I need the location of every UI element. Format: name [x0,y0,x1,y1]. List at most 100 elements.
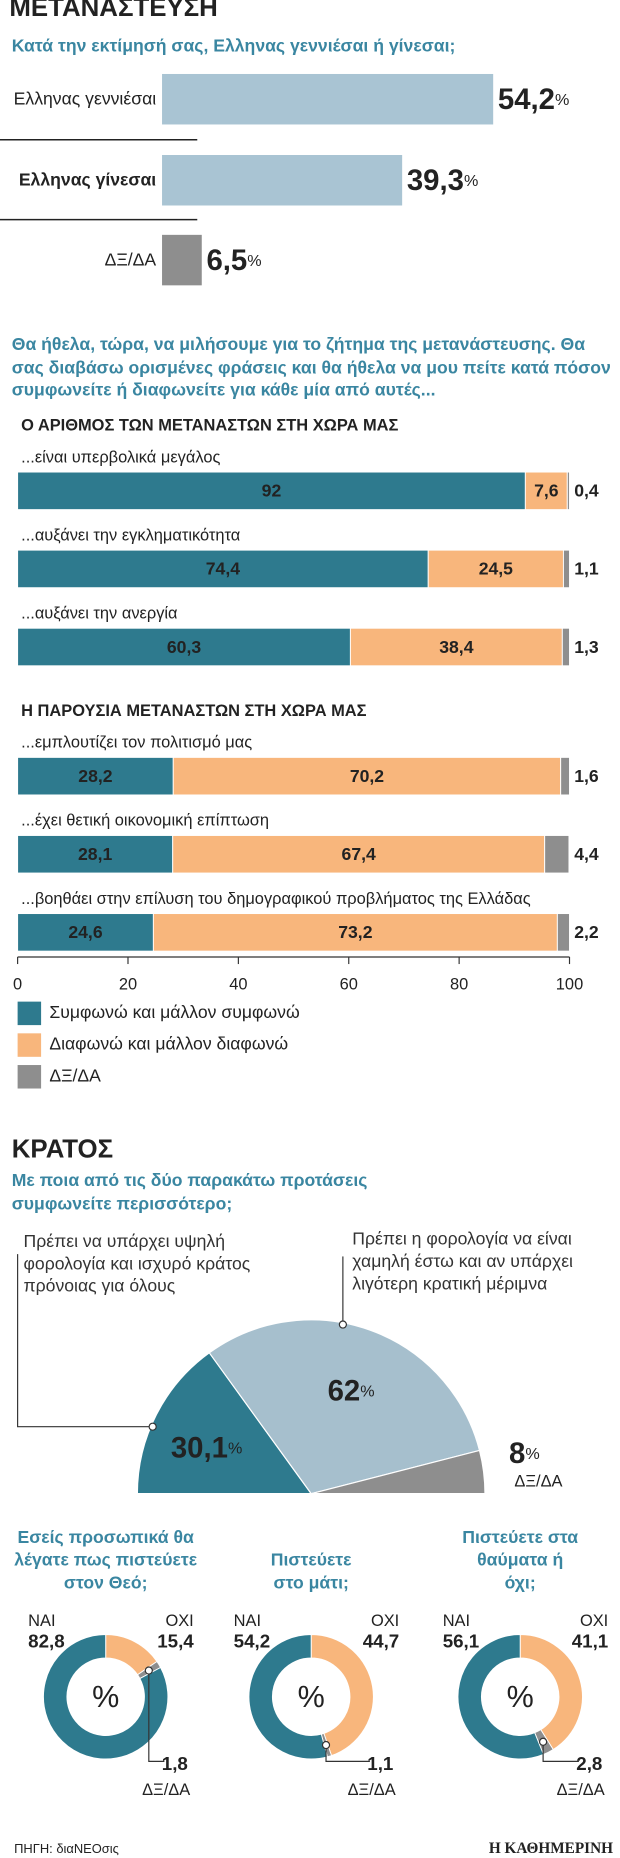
category-label: ΟΧΙ [371,1612,399,1630]
source: ΠΗΓΗ: διαΝΕΟσις [14,1841,119,1856]
category-label: ...αυξάνει την εγκληματικότητα [21,526,241,544]
bar-segment [544,835,570,874]
label-part: % [247,252,261,270]
chart-subtitle: Κατά την εκτίμησή σας, Ελληνας γεννιέσαι… [12,36,456,56]
value-label: 73,2 [338,922,372,942]
label-part: 6,5 [206,244,247,277]
center-label: % [298,1680,325,1714]
category-label: ...έχει θετική οικονομική επίπτωση [21,812,269,830]
category-label: Ελληνας γίνεσαι [19,169,156,189]
chart-subtitle: Πιστεύετε στα θαύματα ή όχι; [462,1527,579,1593]
bar-segment [172,756,562,796]
value-label: 28,1 [78,844,112,864]
x-tick-label: 60 [340,976,358,994]
value-label: 4,4 [574,844,599,864]
section-title: ΜΕΤΑΝΑΣΤΕΥΣΗ [9,0,217,22]
category-label: ΔΞ/ΔΑ [557,1781,605,1799]
group-title: Ο ΑΡΙΘΜΟΣ ΤΩΝ ΜΕΤΑΝΑΣΤΩΝ ΣΤΗ ΧΩΡΑ ΜΑΣ [21,417,398,435]
category-label: ΔΞ/ΔΑ [348,1781,396,1799]
category-label: Πρέπει η φορολογία να είναι χαμηλή έστω … [352,1229,573,1295]
bar-segment [427,549,564,589]
bar-segment [17,627,351,667]
chart-subtitle-box: Πιστεύετε στο μάτι; [270,1549,352,1593]
chart-subtitle-box: Θα ήθελα, τώρα, να μιλήσουμε για το ζήτη… [11,334,611,401]
bar-segment [556,913,570,952]
category-label: ΔΞ/ΔΑ [105,249,157,269]
donut-segment [248,1634,328,1760]
label-part: % [555,91,569,109]
label-part: 62 [328,1374,361,1407]
leader-dot [321,1740,331,1750]
leader-dot [338,1320,347,1329]
value-label: 1,8 [162,1753,188,1774]
value-label: 1,6 [574,766,599,786]
bar-segment [17,913,154,952]
value-label: 1,1 [574,559,599,579]
label-part: % [360,1383,374,1401]
value-label: 39,3% [407,164,478,197]
value-label: 54,2% [498,83,569,116]
category-label: ΔΞ/ΔΑ [142,1781,190,1799]
category-label-box: Πρέπει η φορολογία να είναι χαμηλή έστω … [352,1229,573,1295]
bar [162,73,494,125]
chart-subtitle: Εσείς προσωπικά θα λέγατε πως πιστεύετε … [14,1527,198,1593]
chart-subtitle: Πιστεύετε στο μάτι; [270,1549,352,1593]
category-label: Ελληνας γεννιέσαι [14,88,157,108]
value-label: 30,1% [171,1431,242,1464]
x-tick-label: 40 [229,976,247,994]
leader-line [542,1741,579,1762]
leader-dot [148,1422,157,1431]
leader-line [148,1670,165,1762]
leader-line [17,1254,153,1428]
category-label: ...εμπλουτίζει τον πολιτισμό μας [21,734,252,752]
value-label: 56,1 [443,1631,480,1652]
label-part: % [464,172,478,190]
value-label: 41,1 [572,1631,609,1652]
value-label: 70,2 [350,766,384,786]
legend-label: Συμφωνώ και μάλλον συμφωνώ [49,1002,300,1022]
bar-segment [349,627,563,667]
category-label: ΟΧΙ [580,1612,608,1630]
value-label: 8% [509,1437,540,1470]
pie-slice [311,1449,486,1495]
bar-segment [17,756,174,796]
category-label: ...βοηθάει στην επίλυση του δημογραφικού… [21,890,531,908]
category-label: ΝΑΙ [28,1612,55,1630]
value-label: 67,4 [342,844,376,864]
center-label: % [92,1680,119,1714]
category-label-box: Πρέπει να υπάρχει υψηλή φορολογία και ισ… [23,1232,250,1297]
value-label: 0,4 [574,481,599,501]
group-title: Η ΠΑΡΟΥΣΙΑ ΜΕΤΑΝΑΣΤΩΝ ΣΤΗ ΧΩΡΑ ΜΑΣ [21,702,367,720]
chart-subtitle: Με ποια από τις δύο παρακάτω προτάσεις σ… [11,1170,368,1214]
bar [162,154,403,206]
value-label: 60,3 [167,637,201,657]
donut-segment [519,1634,583,1751]
label-part: 54,2 [498,83,555,116]
value-label: 38,4 [439,637,473,657]
bar-segment [17,549,429,589]
value-label: 1,3 [574,637,599,657]
label-part: % [228,1440,242,1458]
pie-slice [208,1319,481,1495]
bar-segment [17,835,174,874]
value-label: 2,8 [576,1753,602,1774]
category-label: ΝΑΙ [443,1612,470,1630]
bar-segment [524,471,568,511]
center-label: % [507,1680,534,1714]
label-part: % [525,1445,539,1463]
legend-label: Διαφωνώ και μάλλον διαφωνώ [49,1034,288,1054]
x-tick-label: 0 [13,976,22,994]
value-label: 54,2 [234,1631,271,1652]
value-label: 1,1 [367,1753,393,1774]
bar-segment [560,756,570,796]
chart-subtitle-box: Εσείς προσωπικά θα λέγατε πως πιστεύετε … [14,1527,198,1593]
category-label: ΝΑΙ [234,1612,261,1630]
legend-label: ΔΞ/ΔΑ [49,1065,101,1085]
bar-segment [562,549,570,589]
value-label: 24,5 [479,559,513,579]
chart-subtitle: Θα ήθελα, τώρα, να μιλήσουμε για το ζήτη… [11,334,611,401]
chart-subtitle-box: Πιστεύετε στα θαύματα ή όχι; [462,1527,579,1593]
label-part: 30,1 [171,1431,228,1464]
x-tick-label: 20 [119,976,137,994]
